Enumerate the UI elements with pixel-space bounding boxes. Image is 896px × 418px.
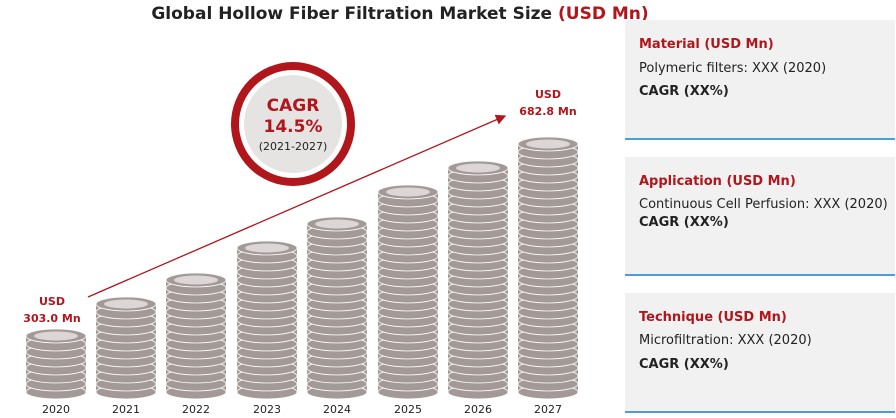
chart-title-unit: (USD Mn) [558,4,649,24]
panel-cagr: CAGR (XX%) [639,84,729,99]
x-tick-label: 2020 [42,403,70,416]
coin-stack-chart: 2020 2021 2022 2023 2024 2025 2026 2027 USD 303.0… [23,62,579,416]
panel-heading: Technique (USD Mn) [639,310,787,325]
x-tick-label: 2023 [253,403,281,416]
bar-stack-2025 [377,184,439,400]
panel-heading: Application (USD Mn) [639,174,796,189]
bar-stack-2022 [165,272,227,400]
panel-line: Polymeric filters: XXX (2020) [639,61,827,76]
cagr-badge [231,62,355,186]
cagr-value: 14.5% [263,117,323,137]
panel-line: Microfiltration: XXX (2020) [639,333,812,348]
panel-technique: Technique (USD Mn) Microfiltration: XXX … [625,293,895,413]
bar-stack-2023 [236,240,298,400]
trend-arrow [87,114,507,298]
data-label-2027-unit: USD [535,88,561,101]
panel-material: Material (USD Mn) Polymeric filters: XXX… [625,20,895,140]
bar-stack-2021 [95,296,157,400]
x-tick-label: 2025 [394,403,422,416]
data-label-2027-value: 682.8 Mn [519,105,576,118]
x-tick-label: 2026 [464,403,492,416]
panel-heading: Material (USD Mn) [639,37,774,52]
panel-application: Application (USD Mn) Continuous Cell Per… [625,157,895,276]
chart-title: Global Hollow Fiber Filtration Market Si… [0,4,800,24]
data-label-2020-value: 303.0 Mn [23,312,80,325]
x-tick-label: 2024 [323,403,351,416]
x-tick-label: 2021 [112,403,140,416]
panel-line: Continuous Cell Perfusion: XXX (2020) [639,197,888,212]
cagr-label: CAGR [266,96,320,116]
bar-stack-2026 [447,160,509,400]
data-label-2020-unit: USD [39,295,65,308]
bar-stack-2027 [517,136,579,400]
cagr-period: (2021-2027) [258,140,328,153]
x-tick-label: 2027 [534,403,562,416]
panel-cagr: CAGR (XX%) [639,215,729,230]
panel-cagr: CAGR (XX%) [639,357,729,372]
chart-title-main: Global Hollow Fiber Filtration Market Si… [151,4,553,24]
x-tick-label: 2022 [182,403,210,416]
bar-stack-2020 [25,328,87,400]
bar-stack-2024 [306,216,368,400]
